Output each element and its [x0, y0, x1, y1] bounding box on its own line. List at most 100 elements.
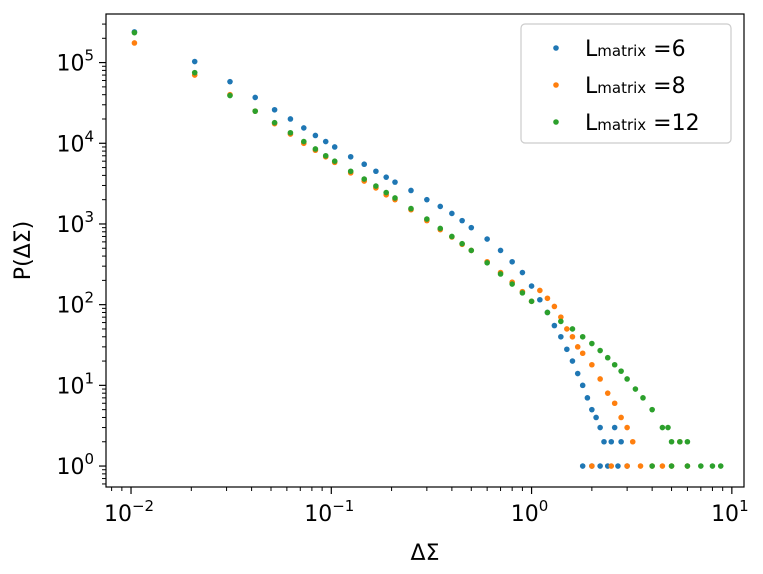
data-point — [287, 129, 294, 136]
series-0-points — [131, 29, 630, 469]
data-point — [558, 333, 564, 340]
y-tick-label: 105 — [56, 47, 94, 77]
data-point — [624, 463, 630, 469]
y-tick-label: 100 — [56, 450, 94, 480]
legend-box — [520, 23, 732, 144]
data-point — [569, 326, 576, 332]
x-tick-label: 100 — [511, 497, 549, 527]
legend-label-1: Lmatrix =8 — [585, 74, 686, 99]
data-point — [528, 283, 535, 289]
series-2-points — [131, 29, 724, 469]
data-points-layer — [131, 29, 724, 469]
data-point — [537, 296, 543, 303]
data-point — [579, 382, 586, 389]
legend-label-0: Lmatrix =6 — [585, 37, 686, 62]
data-point — [331, 158, 338, 164]
data-point — [468, 247, 475, 254]
data-point — [665, 424, 671, 431]
data-point — [611, 424, 618, 431]
data-point — [312, 146, 319, 152]
data-point — [484, 260, 490, 266]
data-point — [437, 225, 444, 232]
data-point — [191, 69, 198, 76]
data-point — [632, 386, 639, 392]
data-point — [301, 125, 307, 131]
data-point — [579, 350, 586, 357]
data-point — [558, 318, 564, 325]
data-point — [519, 290, 526, 296]
data-point — [597, 424, 603, 431]
data-point — [659, 463, 666, 469]
legend: Lmatrix =6 Lmatrix =8 Lmatrix =12 — [520, 23, 732, 144]
data-point — [361, 176, 368, 182]
data-point — [551, 322, 558, 329]
data-point — [558, 314, 564, 320]
data-point — [424, 216, 430, 222]
data-point — [564, 346, 570, 353]
data-point — [131, 29, 138, 36]
data-point — [459, 217, 465, 224]
data-point — [191, 58, 198, 65]
data-point — [509, 258, 515, 265]
x-tick-label: 101 — [711, 497, 749, 527]
data-point — [373, 168, 379, 175]
data-point — [618, 414, 624, 421]
data-point — [615, 463, 621, 469]
data-point — [392, 195, 398, 201]
plot-frame — [105, 13, 745, 488]
data-point — [373, 183, 379, 189]
data-point — [287, 116, 294, 122]
labels-layer: ΔΣ P(ΔΣ) — [11, 221, 439, 566]
y-axis-label: P(ΔΣ) — [11, 221, 36, 280]
data-point — [383, 174, 390, 180]
data-point — [131, 40, 138, 46]
data-point — [227, 78, 233, 85]
legend-marker-2 — [553, 119, 559, 125]
data-point — [252, 94, 259, 101]
data-point — [361, 161, 368, 168]
data-point — [497, 271, 504, 277]
data-point — [468, 224, 475, 231]
data-point — [579, 333, 586, 340]
y-tick-label: 101 — [56, 369, 94, 399]
data-point — [611, 361, 618, 368]
data-point — [668, 463, 675, 469]
x-tick-label: 10−1 — [304, 497, 354, 527]
data-point — [271, 106, 278, 113]
data-point — [574, 370, 581, 377]
data-point — [618, 368, 624, 374]
data-point — [497, 247, 504, 254]
data-point — [271, 119, 278, 126]
data-point — [597, 376, 603, 382]
legend-marker-0 — [553, 45, 559, 51]
data-point — [569, 333, 576, 340]
data-point — [608, 438, 615, 445]
data-point — [227, 92, 233, 99]
data-point — [574, 344, 581, 350]
data-point — [331, 144, 338, 150]
legend-label-2: Lmatrix =12 — [585, 111, 700, 136]
data-point — [649, 463, 655, 469]
data-point — [593, 414, 599, 421]
data-point — [684, 438, 691, 445]
data-point — [597, 463, 603, 469]
data-point — [392, 179, 398, 185]
data-point — [579, 463, 586, 469]
data-point — [484, 236, 490, 242]
data-point — [640, 395, 646, 401]
data-point — [584, 395, 591, 401]
data-point — [449, 210, 455, 217]
data-point — [408, 187, 414, 194]
data-point — [597, 347, 603, 354]
data-point — [437, 203, 444, 210]
data-point — [564, 326, 570, 332]
y-tick-label: 102 — [56, 289, 94, 319]
data-point — [322, 152, 329, 159]
data-point — [637, 463, 644, 469]
data-point — [624, 376, 630, 382]
data-point — [624, 424, 630, 431]
data-point — [698, 463, 704, 469]
data-point — [618, 438, 624, 445]
data-point — [668, 438, 675, 445]
data-point — [347, 168, 354, 175]
